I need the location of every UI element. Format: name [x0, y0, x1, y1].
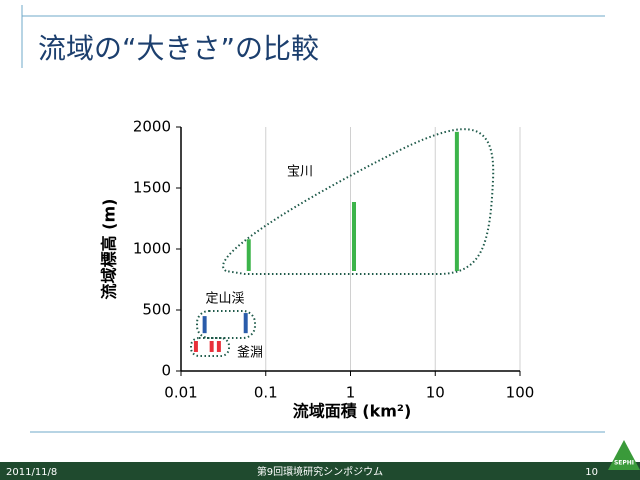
- y-tick-label: 0: [161, 362, 171, 380]
- logo-text: SEPHI: [614, 460, 634, 467]
- group-outline: [196, 310, 256, 339]
- y-tick-label: 1500: [133, 179, 171, 197]
- group-outline: [222, 128, 495, 275]
- footer-page: 10: [585, 467, 598, 478]
- group-outline: [190, 337, 230, 357]
- x-tick-label: 10: [426, 384, 445, 402]
- footer-bar: [0, 462, 640, 480]
- footer-date: 2011/11/8: [6, 467, 57, 478]
- group-label: 釜淵: [237, 346, 263, 361]
- slide-title: 流域の“大きさ”の比較: [38, 32, 319, 65]
- x-axis-label: 流域面積 (km²): [293, 402, 412, 421]
- x-tick-label: 0.01: [164, 384, 197, 402]
- y-tick-label: 500: [142, 301, 171, 319]
- y-axis-label: 流域標高 (m): [100, 199, 119, 300]
- y-tick-label: 2000: [133, 118, 171, 136]
- logo: [608, 440, 640, 470]
- x-tick-label: 1: [346, 384, 356, 402]
- footer-event: 第9回環境研究シンポジウム: [257, 465, 383, 478]
- group-label: 宝川: [287, 165, 313, 180]
- x-tick-label: 0.1: [254, 384, 278, 402]
- x-tick-label: 100: [506, 384, 535, 402]
- group-label: 定山渓: [205, 292, 244, 307]
- y-tick-label: 1000: [133, 240, 171, 258]
